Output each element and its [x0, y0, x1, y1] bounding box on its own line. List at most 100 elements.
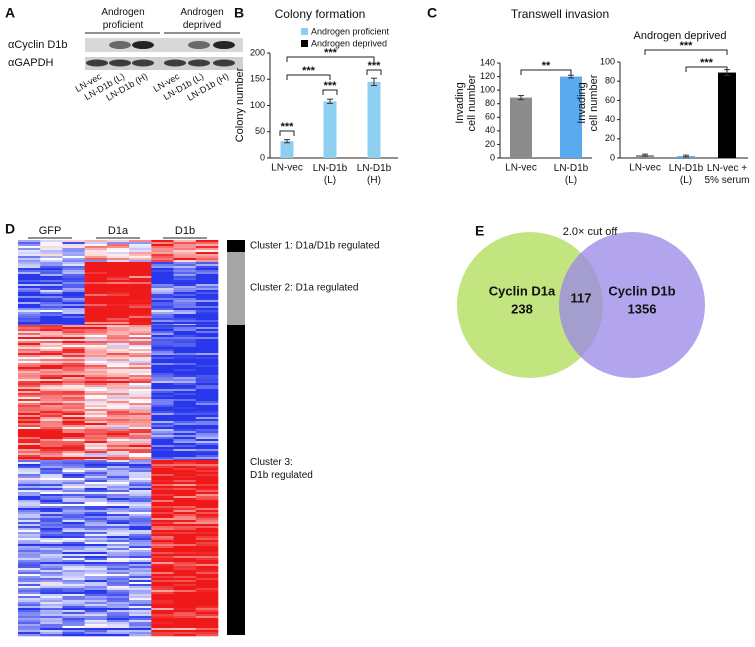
heatmap-cell — [62, 616, 85, 619]
heatmap-cell — [151, 628, 174, 631]
sig-label: *** — [302, 65, 316, 77]
heatmap-cell — [129, 488, 152, 491]
heatmap-cell — [62, 397, 85, 400]
heatmap-cell — [129, 274, 152, 277]
heatmap-cell — [84, 300, 108, 303]
heatmap-cell — [173, 558, 197, 561]
heatmap-cell — [18, 391, 41, 394]
heatmap-cell — [173, 460, 197, 463]
heatmap-cell — [106, 292, 130, 295]
heatmap-cell — [173, 602, 197, 605]
cluster-label: Cluster 2: D1a regulated — [250, 283, 358, 294]
heatmap-cell — [106, 379, 130, 382]
heatmap-cell — [173, 250, 197, 253]
heatmap-cell — [18, 536, 41, 539]
heatmap-cell — [84, 566, 108, 569]
heatmap-cell — [151, 620, 174, 623]
heatmap-cell — [173, 246, 197, 249]
error-bar — [518, 95, 524, 101]
heatmap-cell — [151, 272, 174, 275]
heatmap-cell — [151, 437, 174, 440]
heatmap-cell — [106, 294, 130, 297]
heatmap-cell — [151, 468, 174, 471]
heatmap-cell — [62, 449, 85, 452]
heatmap-cell — [106, 353, 130, 356]
heatmap-cell — [40, 572, 63, 575]
heatmap-cell — [129, 472, 152, 475]
heatmap-cell — [195, 484, 219, 487]
heatmap-cell — [84, 331, 108, 334]
heatmap-cell — [173, 441, 197, 444]
heatmap-cell — [151, 474, 174, 477]
heatmap-cell — [40, 325, 63, 328]
heatmap-cell — [195, 562, 219, 565]
heatmap-cell — [40, 417, 63, 420]
heatmap-cell — [151, 353, 174, 356]
heatmap-cell — [106, 429, 130, 432]
heatmap-cell — [18, 284, 41, 287]
heatmap-cell — [129, 312, 152, 315]
heatmap-cell — [151, 482, 174, 485]
heatmap-cell — [195, 391, 219, 394]
heatmap-cell — [129, 381, 152, 384]
heatmap-cell — [173, 395, 197, 398]
heatmap-cell — [195, 318, 219, 321]
heatmap-cell — [195, 393, 219, 396]
heatmap-cell — [151, 570, 174, 573]
heatmap-cell — [195, 349, 219, 352]
heatmap-cell — [151, 435, 174, 438]
heatmap-cell — [40, 484, 63, 487]
heatmap-cell — [129, 596, 152, 599]
heatmap-cell — [129, 470, 152, 473]
heatmap-cell — [18, 496, 41, 499]
heatmap-cell — [151, 484, 174, 487]
heatmap-cell — [18, 443, 41, 446]
heatmap-cell — [62, 411, 85, 414]
heatmap-cell — [62, 258, 85, 261]
heatmap-cell — [195, 266, 219, 269]
heatmap-cell — [151, 280, 174, 283]
heatmap-cell — [195, 612, 219, 615]
heatmap-cell — [129, 462, 152, 465]
heatmap-cell — [151, 582, 174, 585]
heatmap-cell — [18, 564, 41, 567]
heatmap-cell — [106, 304, 130, 307]
heatmap-cell — [129, 556, 152, 559]
heatmap-cell — [40, 472, 63, 475]
heatmap-cell — [106, 618, 130, 621]
heatmap-cell — [173, 488, 197, 491]
heatmap-cell — [151, 550, 174, 553]
heatmap-cell — [173, 401, 197, 404]
heatmap-cell — [84, 544, 108, 547]
heatmap-cell — [195, 347, 219, 350]
heatmap-cell — [84, 594, 108, 597]
heatmap-cell — [84, 379, 108, 382]
heatmap-cell — [151, 508, 174, 511]
heatmap-cell — [18, 488, 41, 491]
heatmap-cell — [40, 548, 63, 551]
heatmap-cell — [151, 488, 174, 491]
heatmap-cell — [40, 403, 63, 406]
heatmap-cell — [62, 276, 85, 279]
heatmap-cell — [106, 455, 130, 458]
heatmap-cell — [62, 594, 85, 597]
heatmap-cell — [84, 584, 108, 587]
heatmap-cell — [173, 375, 197, 378]
heatmap-cell — [173, 347, 197, 350]
heatmap-cell — [129, 544, 152, 547]
heatmap-cell — [151, 453, 174, 456]
heatmap-cell — [40, 532, 63, 535]
heatmap-cell — [62, 357, 85, 360]
heatmap-cell — [84, 590, 108, 593]
heatmap-cell — [18, 270, 41, 273]
heatmap-cell — [195, 413, 219, 416]
heatmap-cell — [106, 302, 130, 305]
heatmap-cell — [195, 359, 219, 362]
heatmap-cell — [40, 562, 63, 565]
heatmap-cell — [84, 337, 108, 340]
heatmap-cell — [62, 478, 85, 481]
heatmap-cell — [106, 548, 130, 551]
heatmap-cell — [173, 600, 197, 603]
heatmap-cell — [62, 387, 85, 390]
heatmap-cell — [18, 618, 41, 621]
